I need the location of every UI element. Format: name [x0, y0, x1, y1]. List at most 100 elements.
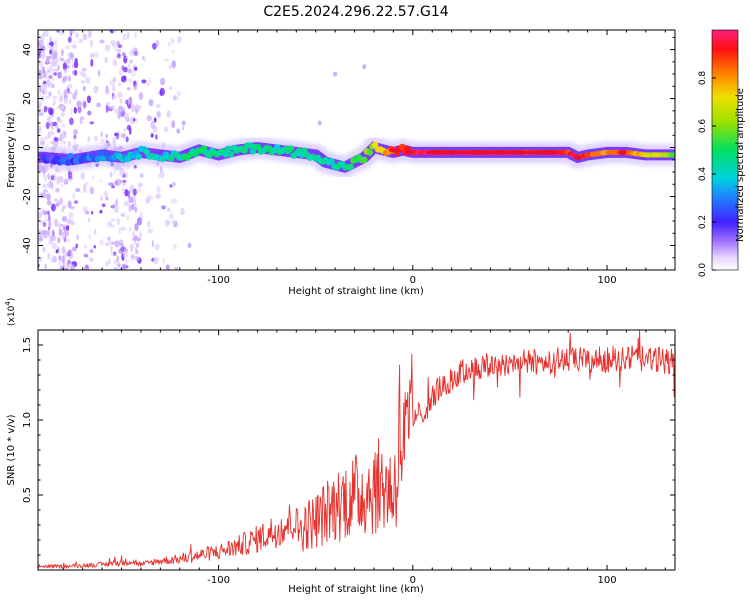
- y-tick-label: 1.5: [22, 337, 33, 353]
- noise-speckle: [147, 195, 150, 201]
- noise-speckle: [43, 105, 48, 113]
- noise-speckle: [114, 205, 119, 214]
- noise-speckle: [114, 240, 120, 248]
- noise-speckle: [165, 264, 170, 270]
- noise-speckle: [146, 115, 152, 122]
- noise-speckle: [119, 98, 122, 104]
- noise-speckle: [49, 121, 54, 127]
- noise-speckle: [180, 207, 185, 216]
- noise-speckle: [118, 44, 123, 49]
- noise-speckle: [100, 131, 104, 138]
- noise-speckle: [133, 164, 137, 169]
- noise-speckle: [99, 39, 105, 44]
- noise-speckle: [47, 81, 53, 88]
- noise-speckle: [71, 70, 75, 75]
- noise-speckle: [96, 102, 101, 108]
- noise-speckle: [150, 120, 155, 129]
- noise-speckle: [72, 192, 76, 200]
- noise-speckle: [52, 256, 57, 263]
- noise-speckle: [126, 124, 132, 131]
- noise-speckle: [83, 208, 88, 212]
- noise-speckle: [104, 44, 111, 52]
- noise-speckle: [51, 121, 58, 127]
- ridge-core: [618, 150, 627, 155]
- noise-speckle: [94, 51, 99, 58]
- noise-speckle: [38, 109, 42, 114]
- noise-speckle: [110, 218, 116, 222]
- noise-speckle: [55, 249, 59, 254]
- noise-speckle: [156, 186, 161, 194]
- noise-speckle: [43, 30, 49, 38]
- noise-speckle: [64, 261, 69, 267]
- noise-speckle: [62, 178, 67, 183]
- noise-speckle: [38, 101, 42, 108]
- noise-speckle: [120, 213, 125, 217]
- ridge-core: [389, 147, 398, 153]
- noise-speckle: [112, 59, 118, 67]
- noise-speckle: [93, 245, 97, 249]
- noise-speckle: [63, 250, 68, 259]
- y-tick-label: 20: [22, 92, 33, 105]
- noise-speckle: [43, 210, 47, 215]
- noise-speckle: [45, 121, 50, 130]
- noise-speckle: [168, 213, 174, 220]
- y-tick-label: -40: [22, 237, 33, 253]
- noise-speckle: [164, 219, 170, 227]
- noise-speckle: [53, 72, 57, 76]
- noise-speckle: [57, 89, 61, 96]
- noise-speckle: [45, 134, 49, 140]
- noise-speckle: [65, 44, 71, 50]
- noise-speckle: [117, 53, 121, 58]
- noise-speckle: [47, 173, 51, 180]
- noise-speckle: [87, 217, 91, 223]
- noise-speckle: [47, 131, 51, 136]
- ridge-cell: [361, 156, 368, 163]
- noise-speckle: [148, 99, 154, 107]
- noise-speckle: [122, 182, 127, 186]
- noise-speckle: [113, 259, 119, 265]
- noise-speckle: [38, 40, 44, 49]
- noise-speckle: [89, 121, 94, 125]
- noise-speckle: [56, 128, 61, 134]
- figure-title: C2E5.2024.296.22.57.G14: [263, 4, 448, 20]
- noise-speckle: [83, 85, 86, 92]
- noise-speckle: [54, 198, 58, 202]
- noise-speckle: [123, 263, 127, 270]
- noise-speckle: [147, 228, 153, 234]
- noise-speckle: [60, 183, 64, 187]
- noise-speckle: [121, 133, 126, 139]
- noise-speckle: [90, 53, 95, 58]
- noise-speckle: [53, 173, 56, 182]
- ridge-cell: [222, 151, 229, 158]
- noise-speckle: [67, 200, 72, 209]
- y-tick-label: 0: [22, 144, 33, 150]
- ridge-cell: [371, 141, 379, 148]
- noise-speckle: [133, 31, 137, 40]
- noise-speckle: [187, 243, 192, 249]
- noise-speckle: [66, 65, 70, 69]
- noise-speckle: [65, 238, 70, 243]
- noise-speckle: [163, 58, 170, 62]
- snr-ylabel: SNR (10 * v/v): [6, 414, 17, 485]
- noise-speckle: [71, 30, 76, 35]
- noise-speckle: [147, 83, 150, 87]
- ridge-cell: [287, 145, 295, 152]
- noise-speckle: [55, 123, 59, 130]
- noise-speckle: [82, 100, 87, 109]
- noise-speckle: [152, 42, 157, 50]
- y-tick-label: 40: [22, 43, 33, 56]
- noise-speckle: [112, 251, 117, 256]
- colorbar: 0.0 0.2 0.4 0.6 0.8 Normalized spectral ampl…: [698, 29, 746, 277]
- noise-speckle: [118, 227, 121, 235]
- ridge-cell: [94, 155, 102, 163]
- noise-speckle: [60, 105, 65, 110]
- snr-multiplier: (x104): [4, 298, 17, 326]
- noise-speckle: [132, 84, 138, 91]
- noise-speckle: [159, 90, 162, 96]
- noise-speckle: [110, 245, 113, 254]
- noise-speckle: [51, 229, 55, 237]
- noise-speckle: [73, 137, 76, 146]
- noise-speckle: [171, 120, 176, 129]
- noise-speckle: [135, 118, 139, 124]
- noise-speckle: [44, 175, 47, 183]
